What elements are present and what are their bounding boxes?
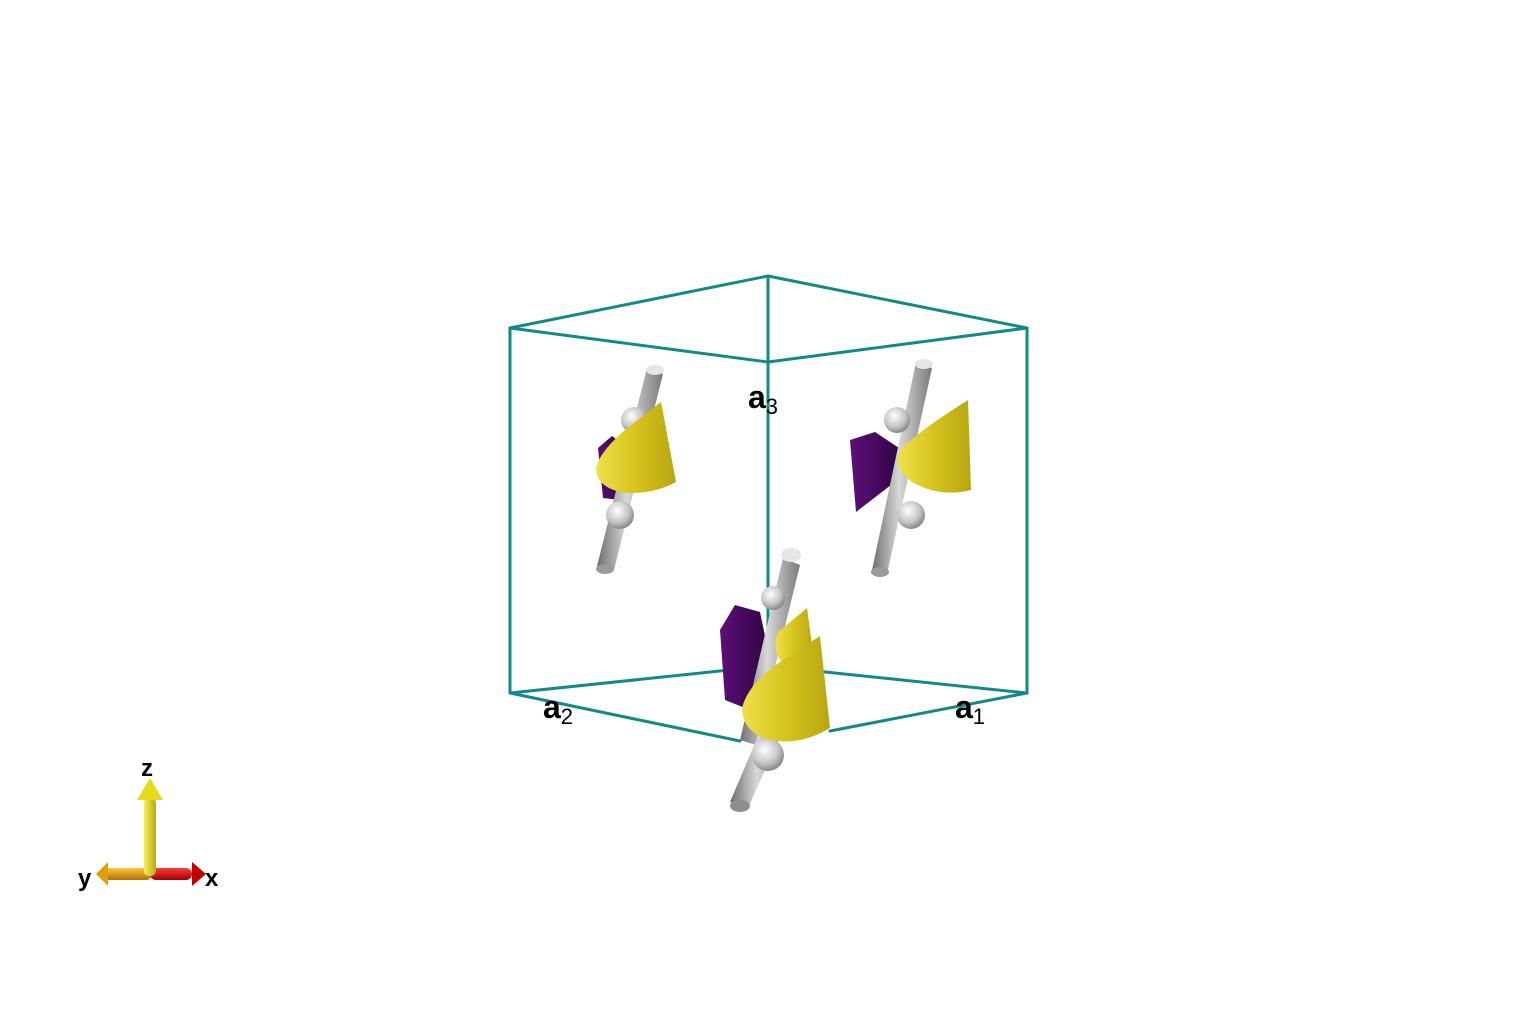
rod-cap — [915, 359, 933, 369]
z-axis-arrow — [144, 798, 156, 876]
magnetic-site-center-lower-front[interactable] — [730, 636, 830, 812]
atom-ball — [761, 586, 785, 610]
lattice-label-a2: a2 — [543, 689, 573, 729]
spin-down-cone — [850, 432, 905, 512]
x-axis-arrow — [150, 868, 192, 880]
rod-cap — [596, 564, 614, 574]
lattice-label-a3: a3 — [748, 379, 778, 419]
atom-ball — [606, 501, 634, 529]
cell-edge — [508, 691, 742, 743]
rod-cap — [871, 567, 889, 577]
cell-edge — [508, 274, 770, 330]
atom-ball — [884, 407, 910, 433]
cell-edge — [766, 274, 1029, 330]
unit-cell-front — [508, 691, 1029, 743]
magnetic-site-left-upper[interactable] — [596, 365, 676, 574]
z-axis-label: z — [141, 755, 153, 782]
y-axis-arrowhead — [96, 862, 108, 886]
magnetic-site-right-upper[interactable] — [850, 359, 971, 577]
y-axis-label: y — [78, 865, 92, 892]
cell-edge — [766, 326, 1029, 364]
cell-edge — [828, 691, 1029, 733]
atom-ball — [752, 739, 784, 771]
spin-up-cone — [596, 402, 676, 493]
rod-cap — [781, 548, 801, 562]
cell-edge — [508, 326, 770, 364]
x-axis-label: x — [205, 865, 219, 892]
lattice-label-a1: a1 — [955, 689, 985, 729]
y-axis-arrow — [104, 868, 152, 880]
rod-cap — [646, 365, 664, 375]
x-axis-arrowhead — [192, 862, 206, 886]
rod-cap — [730, 800, 750, 812]
axes-indicator: z y x — [78, 755, 219, 892]
spin-up-cone — [897, 400, 971, 493]
spin-up-cone — [742, 636, 830, 742]
z-axis-arrowhead — [137, 778, 163, 800]
atom-ball — [897, 501, 925, 529]
